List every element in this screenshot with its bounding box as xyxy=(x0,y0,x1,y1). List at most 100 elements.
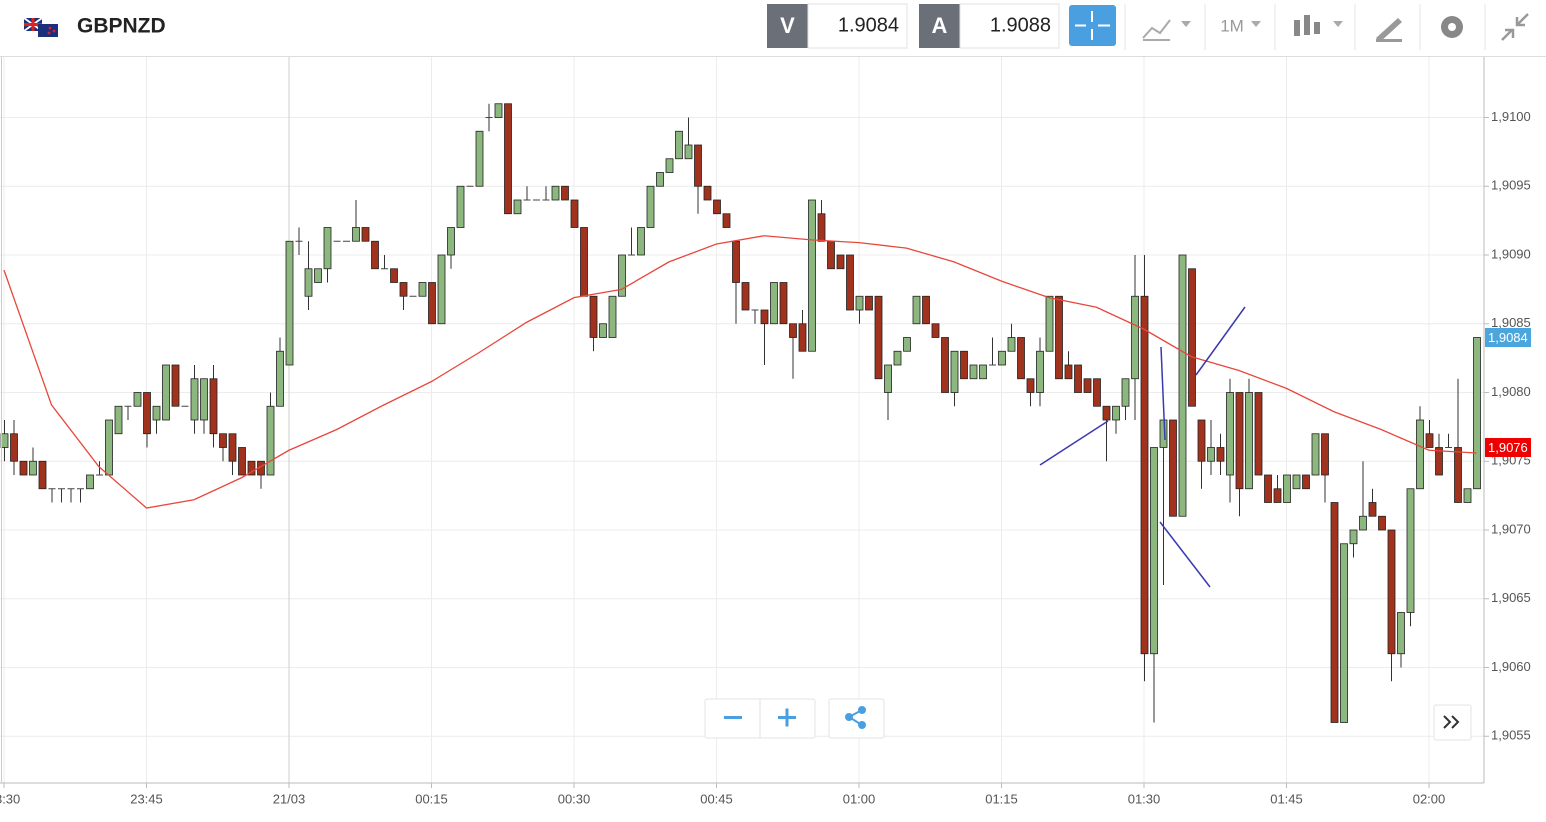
candle-body xyxy=(247,460,256,476)
y-tick-label: 1,9095 xyxy=(1491,178,1531,193)
y-tick-label: 1,9065 xyxy=(1491,590,1531,605)
candle-body xyxy=(1473,337,1481,490)
candle-body xyxy=(1007,337,1016,352)
timeframe[interactable]: 1M xyxy=(1220,16,1244,35)
candle-body xyxy=(941,337,949,393)
chart-type-button[interactable] xyxy=(1142,19,1191,41)
crosshair-icon xyxy=(1075,11,1110,40)
candle-body xyxy=(437,254,446,325)
symbol: GBPNZD xyxy=(77,15,166,38)
candle-body xyxy=(694,144,702,187)
candle-body xyxy=(817,213,826,242)
share-box xyxy=(828,698,885,739)
x-tick-label: 01:15 xyxy=(985,791,1018,806)
candle-body xyxy=(589,295,598,338)
scroll-end-button[interactable] xyxy=(1443,715,1460,729)
share-button[interactable] xyxy=(845,706,866,729)
candle-body xyxy=(855,295,864,311)
candle-body xyxy=(219,433,227,448)
y-tick-label: 1,9100 xyxy=(1491,109,1531,124)
settings-button[interactable] xyxy=(1441,16,1463,38)
candle-body xyxy=(1387,529,1396,655)
y-tick-label: 1,9085 xyxy=(1491,315,1531,330)
x-tick-label: 00:15 xyxy=(415,791,448,806)
separators xyxy=(1124,4,1486,50)
candle-body xyxy=(931,323,940,338)
candle-body xyxy=(1131,295,1139,380)
x-tick-label: 23:45 xyxy=(130,791,163,806)
candle-body xyxy=(1397,612,1405,655)
candle-body xyxy=(513,199,522,215)
candle-body xyxy=(418,282,427,297)
candle-body xyxy=(1017,337,1025,380)
candle-body xyxy=(779,282,788,325)
candle-body xyxy=(1330,502,1339,723)
candle-body xyxy=(1311,433,1320,476)
candle-body xyxy=(608,295,617,338)
zoom-in[interactable] xyxy=(778,708,796,727)
candle-body xyxy=(979,364,987,380)
candle-body xyxy=(1064,364,1073,380)
candle-body xyxy=(741,282,750,311)
candle-body xyxy=(922,295,930,325)
candle-type-button[interactable] xyxy=(1294,15,1343,36)
zoom-out[interactable] xyxy=(724,716,742,719)
candle-body xyxy=(732,240,740,283)
candle-body xyxy=(190,378,199,421)
candle-body xyxy=(209,378,218,435)
bid-button[interactable] xyxy=(767,4,808,48)
candle-body xyxy=(884,364,892,393)
candle-body xyxy=(1463,488,1472,503)
candle-body xyxy=(447,227,455,256)
candle-body xyxy=(29,460,37,476)
candle-body xyxy=(152,405,161,421)
candle-body xyxy=(1226,392,1234,476)
candle-body xyxy=(646,185,655,228)
trend-line xyxy=(1160,346,1166,441)
candle-body xyxy=(808,199,816,352)
candle-body xyxy=(1036,350,1044,393)
candle-body xyxy=(551,185,560,201)
candle-body xyxy=(428,282,436,325)
candle-body xyxy=(114,405,123,435)
y-tick-label: 1,9090 xyxy=(1491,246,1531,261)
candle-body xyxy=(133,392,142,407)
candle-body xyxy=(570,199,579,228)
zoom-controls xyxy=(704,698,1472,741)
y-tick-label: 1,9060 xyxy=(1491,659,1531,674)
candle-body xyxy=(1425,433,1434,448)
ask-button[interactable] xyxy=(919,4,960,48)
candle-body xyxy=(1197,419,1206,462)
y-tick-label: 1,9070 xyxy=(1491,521,1531,536)
candle-body xyxy=(675,130,683,160)
candle-body xyxy=(0,433,9,448)
price-tag-label: 1,9076 xyxy=(1488,440,1528,455)
collapse-button[interactable] xyxy=(1501,13,1529,41)
candle-body xyxy=(1273,488,1282,503)
candle-body xyxy=(1416,419,1424,490)
candle-body xyxy=(722,213,731,228)
candle-body xyxy=(1045,295,1054,352)
timeframe-caret xyxy=(1251,21,1261,27)
candle-body xyxy=(1207,447,1215,462)
candle-body xyxy=(1368,502,1377,517)
x-tick-label: 21/03 xyxy=(273,791,306,806)
candle-body xyxy=(238,447,246,476)
candle-body xyxy=(285,240,294,366)
candle-body xyxy=(1378,515,1386,531)
ask-price: 1.9088 xyxy=(990,14,1051,36)
x-tick-label: 01:45 xyxy=(1270,791,1303,806)
candle-body xyxy=(1169,419,1177,517)
candle-body xyxy=(323,227,332,270)
candle-body xyxy=(1435,447,1443,476)
candle-body xyxy=(475,130,484,187)
crosshair-button[interactable] xyxy=(1069,5,1116,46)
candle-body xyxy=(561,185,569,201)
candle-body xyxy=(656,172,664,187)
marks xyxy=(0,103,1481,723)
flag-icon xyxy=(23,17,58,37)
drawing-button[interactable] xyxy=(1376,18,1402,42)
candle-body xyxy=(228,433,237,462)
